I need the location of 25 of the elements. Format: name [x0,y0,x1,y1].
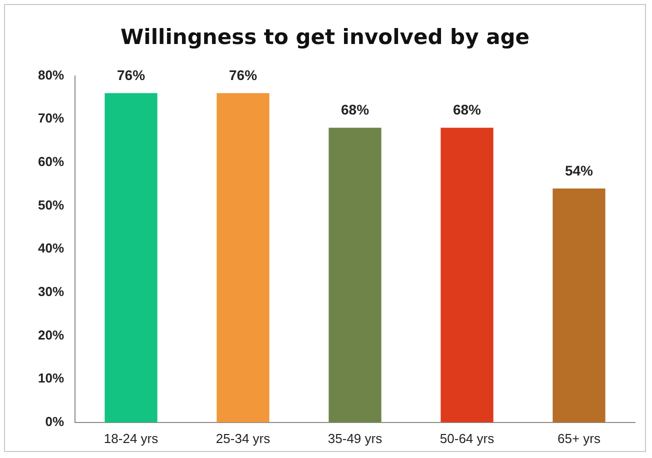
y-tick-label: 20% [38,327,64,342]
x-tick-label: 50-64 yrs [440,430,495,446]
chart-title: Willingness to get involved by age [119,25,531,49]
x-tick-label: 25-34 yrs [216,430,271,446]
y-tick-label: 40% [38,240,64,256]
data-label: 76% [229,66,258,83]
y-tick-label: 50% [38,197,64,212]
bar [216,93,270,422]
data-label: 54% [564,162,594,178]
data-label: 68% [452,102,482,118]
y-tick-label: 70% [38,110,64,126]
x-tick-label: 18-24 yrs [104,430,159,446]
data-label: 68% [340,102,370,118]
x-tick-label: 35-49 yrs [328,430,383,446]
bar [552,188,606,422]
data-label: 76% [117,66,146,83]
y-tick-label: 30% [38,284,64,300]
bar [104,93,158,422]
bar [440,128,494,422]
bar [328,128,382,422]
y-tick-label: 0% [45,414,64,429]
y-tick-label: 10% [38,370,64,386]
y-tick-label: 80% [38,67,64,82]
x-tick-label: 65+ yrs [558,430,601,446]
y-tick-label: 60% [38,154,64,170]
